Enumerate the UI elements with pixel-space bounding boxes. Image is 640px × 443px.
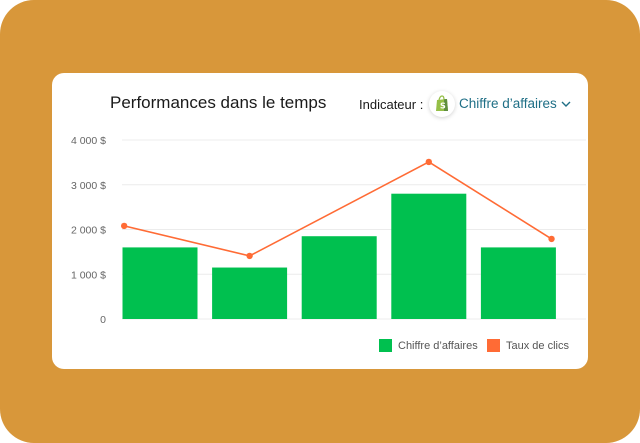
shopify-bag-icon: S: [429, 91, 455, 117]
bar: [480, 247, 556, 319]
y-tick-label: 4 000 $: [71, 135, 106, 147]
legend-item-revenue: Chiffre d’affaires: [379, 339, 478, 352]
line-point: [548, 235, 555, 243]
bar: [122, 247, 198, 319]
line-point: [425, 158, 432, 166]
y-tick-label: 0: [100, 314, 106, 326]
y-tick-label: 2 000 $: [71, 225, 106, 237]
legend-swatch-revenue: [379, 339, 392, 352]
line-point: [246, 252, 253, 260]
y-tick-label: 3 000 $: [71, 180, 106, 192]
chevron-down-icon: [561, 101, 571, 107]
bar: [301, 236, 377, 319]
legend-label-revenue: Chiffre d’affaires: [398, 339, 478, 352]
chart-title: Performances dans le temps: [110, 93, 327, 112]
legend-item-ctr: Taux de clics: [487, 339, 569, 352]
indicator-value: Chiffre d’affaires: [459, 96, 557, 111]
bar: [391, 193, 467, 319]
line-point: [120, 222, 128, 230]
line-series: [123, 161, 552, 257]
y-tick-label: 1 000 $: [71, 269, 106, 281]
indicator-dropdown[interactable]: Chiffre d’affaires: [459, 96, 571, 111]
legend-swatch-ctr: [487, 339, 500, 352]
chart-plot: 0 1 000 $ 2 000 $ 3 000 $ 4 000 $: [71, 135, 586, 326]
indicator-label: Indicateur :: [359, 97, 424, 112]
chart-card: Performances dans le temps Indicateur : …: [52, 73, 588, 369]
bar: [212, 267, 288, 319]
svg-text:S: S: [440, 102, 446, 111]
legend-label-ctr: Taux de clics: [506, 339, 569, 352]
